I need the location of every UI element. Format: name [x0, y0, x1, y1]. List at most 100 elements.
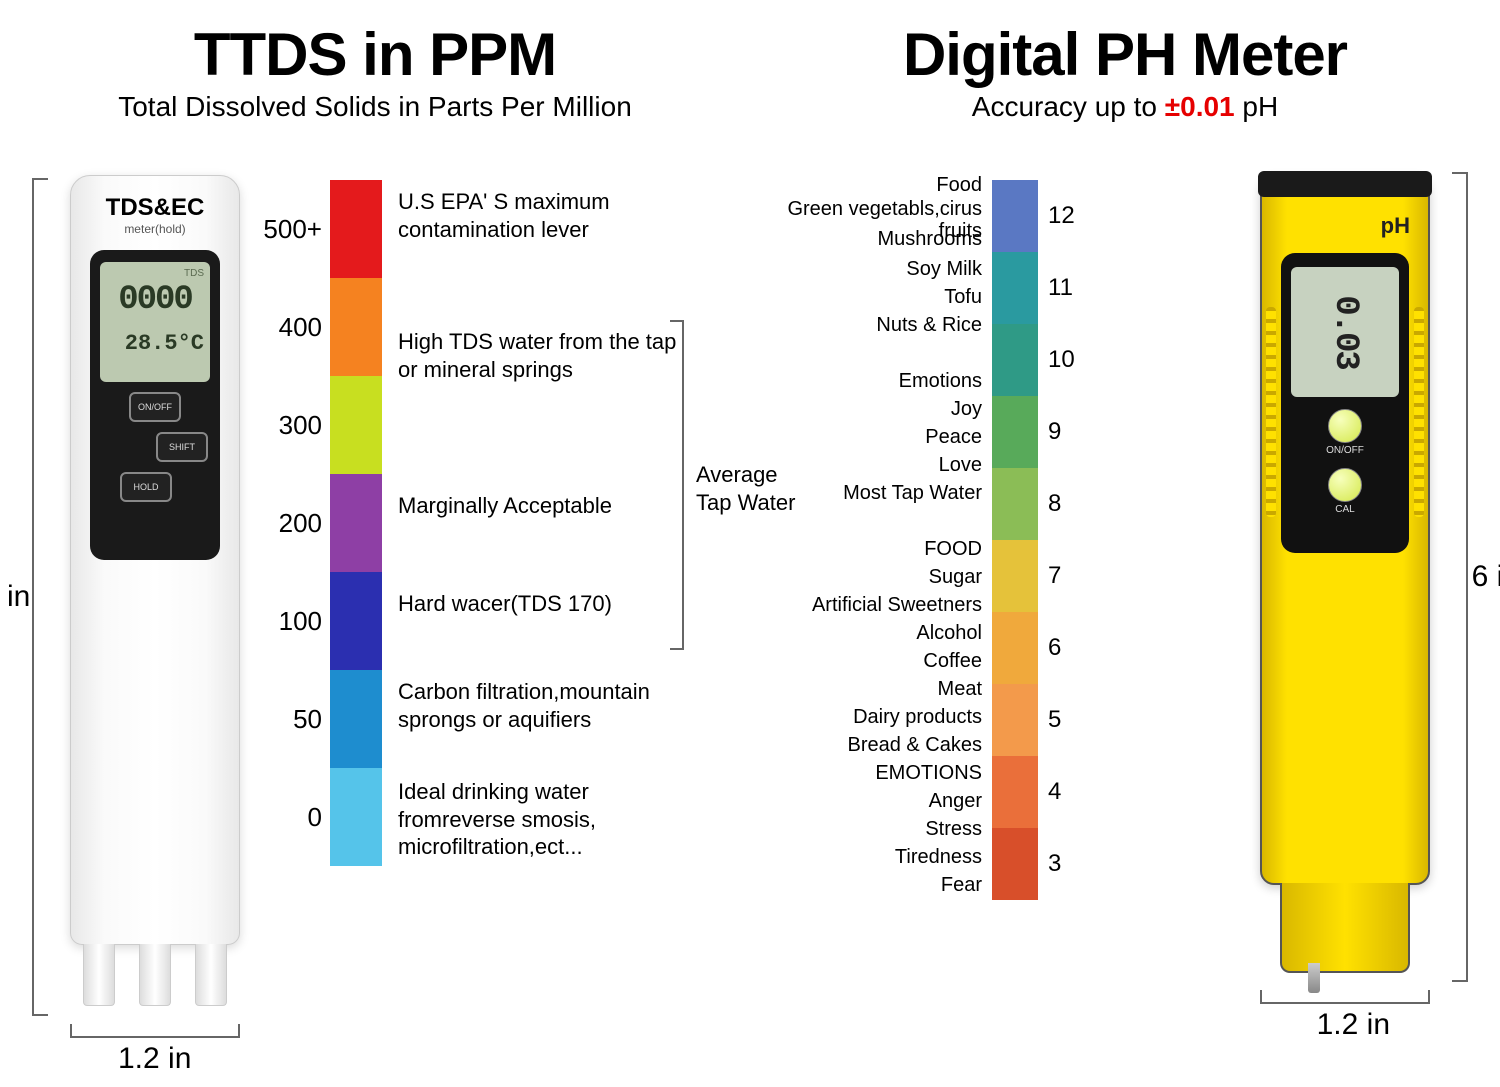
tds-swatch [330, 278, 382, 376]
ph-item-label: Fear [758, 874, 982, 896]
infographic-root: TTDS in PPM Total Dissolved Solids in Pa… [0, 0, 1500, 1087]
ph-ribs-left [1266, 307, 1276, 517]
tds-desc: U.S EPA' S maximum contamination lever [398, 188, 678, 243]
tds-prong [195, 944, 227, 1006]
ph-sub-pre: Accuracy up to [972, 91, 1165, 122]
tds-color-scale: 500+400300200100500U.S EPA' S maximum co… [330, 180, 382, 866]
tds-desc: Carbon filtration,mountain sprongs or aq… [398, 678, 678, 733]
tds-btn-hold: HOLD [120, 472, 172, 502]
ph-panel: Digital PH Meter Accuracy up to ±0.01 pH… [750, 0, 1500, 1087]
tds-brand-sub: meter(hold) [71, 222, 239, 236]
tds-swatch [330, 376, 382, 474]
tds-desc: High TDS water from the tap or mineral s… [398, 328, 678, 383]
ph-sub-accent: ±0.01 [1165, 91, 1235, 122]
ph-lcd: 0.03 [1291, 267, 1399, 397]
ph-tick: 6 [1048, 634, 1088, 662]
ph-item-label: Sugar [758, 566, 982, 588]
tds-height-bracket [32, 178, 34, 1016]
tds-desc: Marginally Acceptable [398, 492, 678, 520]
ph-tick: 5 [1048, 706, 1088, 734]
ph-item-label: Stress [758, 818, 982, 840]
ph-swatch [992, 756, 1038, 828]
tds-prong [139, 944, 171, 1006]
ph-swatch [992, 324, 1038, 396]
ph-item-label: Tiredness [758, 846, 982, 868]
ph-swatch [992, 828, 1038, 900]
ph-item-label: Joy [758, 398, 982, 420]
ph-item-label: Alcohol [758, 622, 982, 644]
ph-swatch [992, 396, 1038, 468]
tds-tick: 0 [252, 802, 322, 833]
ph-tick: 4 [1048, 778, 1088, 806]
ph-item-label: Soy Milk [758, 258, 982, 280]
ph-item-label: Anger [758, 790, 982, 812]
ph-btn-onoff [1328, 409, 1362, 443]
tds-swatch [330, 572, 382, 670]
ph-height-label: 6 in [1472, 560, 1500, 594]
tds-tick: 200 [252, 508, 322, 539]
ph-tick: 11 [1048, 274, 1088, 302]
tds-panel: TTDS in PPM Total Dissolved Solids in Pa… [0, 0, 750, 1087]
ph-item-label: Food [758, 174, 982, 196]
ph-width-label: 1.2 in [1317, 1008, 1390, 1042]
tds-lcd-mode: TDS [106, 268, 204, 279]
tds-width-label: 1.2 in [118, 1042, 191, 1076]
tds-lcd-temp: 28.5°C [106, 331, 204, 356]
tds-brand: TDS&EC [71, 194, 239, 222]
tds-swatch [330, 670, 382, 768]
ph-tick: 8 [1048, 490, 1088, 518]
tds-swatch [330, 180, 382, 278]
tds-prong [83, 944, 115, 1006]
ph-cap [1258, 171, 1432, 197]
ph-title: Digital PH Meter [760, 20, 1490, 89]
ph-color-scale: 1211109876543FoodGreen vegetabls,cirus f… [992, 180, 1038, 900]
tds-tick: 300 [252, 410, 322, 441]
ph-tick: 7 [1048, 562, 1088, 590]
ph-swatch [992, 684, 1038, 756]
tds-prongs [71, 944, 239, 1006]
tds-lcd: TDS 0000 28.5°C [100, 262, 210, 382]
tds-btn-onoff: ON/OFF [129, 392, 181, 422]
ph-swatch [992, 252, 1038, 324]
ph-btn-cal [1328, 468, 1362, 502]
ph-tick: 10 [1048, 346, 1088, 374]
ph-height-bracket [1466, 172, 1468, 982]
ph-item-label: Emotions [758, 370, 982, 392]
tds-meter-device: TDS&EC meter(hold) TDS 0000 28.5°C ON/OF… [70, 175, 240, 945]
ph-tick: 3 [1048, 850, 1088, 878]
tds-tick: 100 [252, 606, 322, 637]
tds-lcd-value: 0000 [106, 283, 204, 317]
tds-width-bracket [70, 1036, 240, 1038]
tds-swatch [330, 768, 382, 866]
ph-width-bracket [1260, 1002, 1430, 1004]
ph-ribs-right [1414, 307, 1424, 517]
ph-lcd-value: 0.03 [1326, 295, 1364, 369]
ph-swatch [992, 540, 1038, 612]
ph-item-label: Dairy products [758, 706, 982, 728]
ph-probe [1308, 963, 1320, 993]
ph-item-label: Love [758, 454, 982, 476]
tds-swatch [330, 474, 382, 572]
ph-item-label: Bread & Cakes [758, 734, 982, 756]
ph-item-label: Coffee [758, 650, 982, 672]
ph-item-label: Artificial Sweetners [758, 594, 982, 616]
tds-desc: Hard wacer(TDS 170) [398, 590, 678, 618]
ph-item-label: Tofu [758, 286, 982, 308]
ph-btn-cal-label: CAL [1291, 504, 1399, 515]
ph-item-label: FOOD [758, 538, 982, 560]
tds-btn-shift: SHIFT [156, 432, 208, 462]
ph-bottom [1280, 883, 1410, 973]
tds-subtitle: Total Dissolved Solids in Parts Per Mill… [10, 91, 740, 123]
ph-btn-onoff-label: ON/OFF [1291, 445, 1399, 456]
ph-sub-post: pH [1235, 91, 1279, 122]
ph-brand: pH [1262, 213, 1410, 239]
ph-swatch [992, 612, 1038, 684]
ph-item-label: Meat [758, 678, 982, 700]
ph-screen: 0.03 ON/OFF CAL [1281, 253, 1409, 553]
ph-swatch [992, 180, 1038, 252]
tds-tick: 400 [252, 312, 322, 343]
tds-tick: 500+ [252, 214, 322, 245]
avg-tap-bracket [682, 320, 684, 650]
ph-tick: 12 [1048, 202, 1088, 230]
ph-item-label: Mushrooms [758, 228, 982, 250]
